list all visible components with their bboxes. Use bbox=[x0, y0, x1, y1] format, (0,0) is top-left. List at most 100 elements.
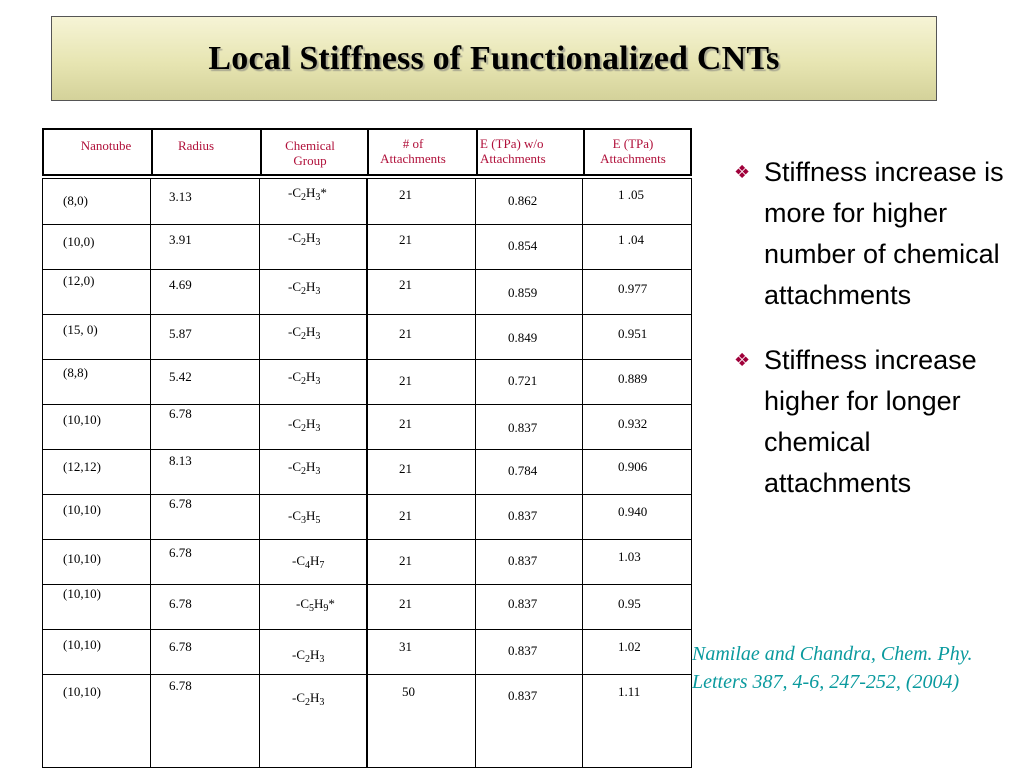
cell-attachments: 21 bbox=[399, 596, 412, 611]
row-divider bbox=[43, 449, 691, 450]
cell-nanotube: (8,8) bbox=[63, 365, 88, 380]
header-divider bbox=[151, 130, 153, 176]
cell-e-with: 1 .05 bbox=[618, 187, 644, 202]
cell-e-without: 0.837 bbox=[508, 420, 538, 435]
row-divider bbox=[43, 404, 691, 405]
cell-nanotube: (8,0) bbox=[63, 193, 88, 208]
header-divider bbox=[476, 130, 478, 176]
diamond-cluster-icon: ❖ bbox=[734, 162, 751, 182]
header-divider bbox=[583, 130, 585, 176]
cell-radius: 4.69 bbox=[169, 277, 192, 292]
cell-radius: 8.13 bbox=[169, 453, 192, 468]
chemical-symbol: H bbox=[310, 690, 320, 705]
row-divider bbox=[43, 314, 691, 315]
citation: Namilae and Chandra, Chem. Phy. Letters … bbox=[692, 643, 973, 693]
row-divider bbox=[43, 269, 691, 270]
cell-attachments: 50 bbox=[402, 684, 415, 699]
cell-attachments: 21 bbox=[399, 416, 412, 431]
header-e-without-label: E (TPa) w/o bbox=[480, 136, 544, 151]
chemical-symbol: H bbox=[306, 369, 316, 384]
cell-attachments: 21 bbox=[399, 553, 412, 568]
chemical-subscript: 3 bbox=[315, 237, 321, 248]
chemical-symbol: -C bbox=[288, 279, 301, 294]
row-divider bbox=[43, 539, 691, 540]
chemical-subscript: 2 bbox=[301, 466, 306, 477]
cell-e-with: 0.977 bbox=[618, 281, 648, 296]
row-divider bbox=[43, 584, 691, 585]
cell-radius: 3.91 bbox=[169, 232, 192, 247]
chemical-subscript: 9 bbox=[323, 603, 329, 614]
cell-chemical-group: -C2H3 bbox=[288, 324, 321, 342]
table-row: (10,10) 6.78 -C4H7 21 0.837 1.03 bbox=[43, 539, 693, 584]
bullet-list: ❖ Stiffness increase is more for higher … bbox=[732, 152, 1022, 528]
table-body: (8,0) 3.13 -C2H3* 21 0.862 1 .05 (10,0) 3.91 -C2… bbox=[42, 178, 692, 768]
row-divider bbox=[43, 674, 691, 675]
cell-e-without: 0.849 bbox=[508, 330, 538, 345]
chemical-symbol: H bbox=[306, 230, 316, 245]
chemical-symbol: H bbox=[314, 596, 324, 611]
cell-chemical-group: -C5H9* bbox=[296, 596, 335, 614]
table-row: (15, 0) 5.87 -C2H3 21 0.849 0.951 bbox=[43, 314, 693, 359]
cell-e-with: 0.940 bbox=[618, 504, 648, 519]
cell-e-without: 0.837 bbox=[508, 643, 538, 658]
cell-e-with: 1.02 bbox=[618, 639, 641, 654]
cell-attachments: 21 bbox=[399, 187, 412, 202]
cell-nanotube: (10,10) bbox=[63, 502, 101, 517]
row-divider bbox=[43, 629, 691, 630]
cell-attachments: 31 bbox=[399, 639, 412, 654]
row-divider bbox=[43, 359, 691, 360]
cell-e-with: 0.906 bbox=[618, 459, 648, 474]
cell-e-without: 0.837 bbox=[508, 553, 538, 568]
chemical-subscript: 2 bbox=[301, 423, 306, 434]
chemical-symbol: H bbox=[306, 324, 316, 339]
chemical-subscript: 3 bbox=[315, 331, 321, 342]
chemical-symbol: H bbox=[306, 459, 316, 474]
cell-e-with: 0.951 bbox=[618, 326, 648, 341]
header-chemical-group: Chemical Group bbox=[264, 138, 356, 168]
cell-radius: 5.42 bbox=[169, 369, 192, 384]
chemical-symbol: -C bbox=[288, 369, 301, 384]
chemical-subscript: 4 bbox=[305, 560, 310, 571]
cell-e-without: 0.784 bbox=[508, 463, 538, 478]
cell-radius: 6.78 bbox=[169, 406, 192, 421]
cell-e-with: 0.889 bbox=[618, 371, 648, 386]
cell-e-with: 1 .04 bbox=[618, 232, 644, 247]
column-divider bbox=[259, 179, 260, 767]
header-nanotube: Nanotube bbox=[64, 138, 148, 153]
cell-e-with: 1.03 bbox=[618, 549, 641, 564]
cell-attachments: 21 bbox=[399, 232, 412, 247]
cell-radius: 6.78 bbox=[169, 678, 192, 693]
title-banner: Local Stiffness of Functionalized CNTs bbox=[51, 16, 937, 101]
header-e-with: E (TPa) Attachments bbox=[587, 136, 679, 166]
cell-radius: 6.78 bbox=[169, 639, 192, 654]
cell-chemical-group: -C2H3 bbox=[288, 459, 320, 477]
table-row: (10,10) 6.78 -C2H3 21 0.837 0.932 bbox=[43, 404, 693, 449]
slide-title: Local Stiffness of Functionalized CNTs bbox=[208, 39, 780, 77]
cell-nanotube: (12,0) bbox=[63, 273, 95, 288]
chemical-subscript: 3 bbox=[315, 376, 321, 387]
chemical-subscript: 3 bbox=[315, 192, 321, 203]
chemical-symbol: H bbox=[310, 647, 320, 662]
cell-chemical-group: -C2H3 bbox=[288, 230, 321, 248]
cell-e-without: 0.837 bbox=[508, 688, 538, 703]
chemical-marker: * bbox=[320, 185, 327, 200]
chemical-subscript: 5 bbox=[309, 603, 314, 614]
chemical-symbol: -C bbox=[292, 647, 305, 662]
cell-radius: 6.78 bbox=[169, 496, 192, 511]
cell-e-with: 0.932 bbox=[618, 416, 648, 431]
chemical-subscript: 2 bbox=[301, 376, 306, 387]
chemical-symbol: -C bbox=[292, 690, 305, 705]
chemical-symbol: H bbox=[306, 508, 316, 523]
cell-e-with: 0.95 bbox=[618, 596, 641, 611]
chemical-subscript: 3 bbox=[315, 423, 321, 434]
cell-e-without: 0.859 bbox=[508, 285, 538, 300]
cell-e-without: 0.862 bbox=[508, 193, 538, 208]
chemical-symbol: -C bbox=[288, 508, 301, 523]
chemical-symbol: -C bbox=[288, 185, 301, 200]
table-row: (8,8) 5.42 -C2H3 21 0.721 0.889 bbox=[43, 359, 693, 404]
header-radius: Radius bbox=[156, 138, 236, 153]
chemical-subscript: 2 bbox=[305, 654, 310, 665]
cell-nanotube: (12,12) bbox=[63, 459, 101, 474]
header-attachments-label: Attachments bbox=[380, 151, 446, 166]
cell-chemical-group: -C3H5 bbox=[288, 508, 320, 526]
